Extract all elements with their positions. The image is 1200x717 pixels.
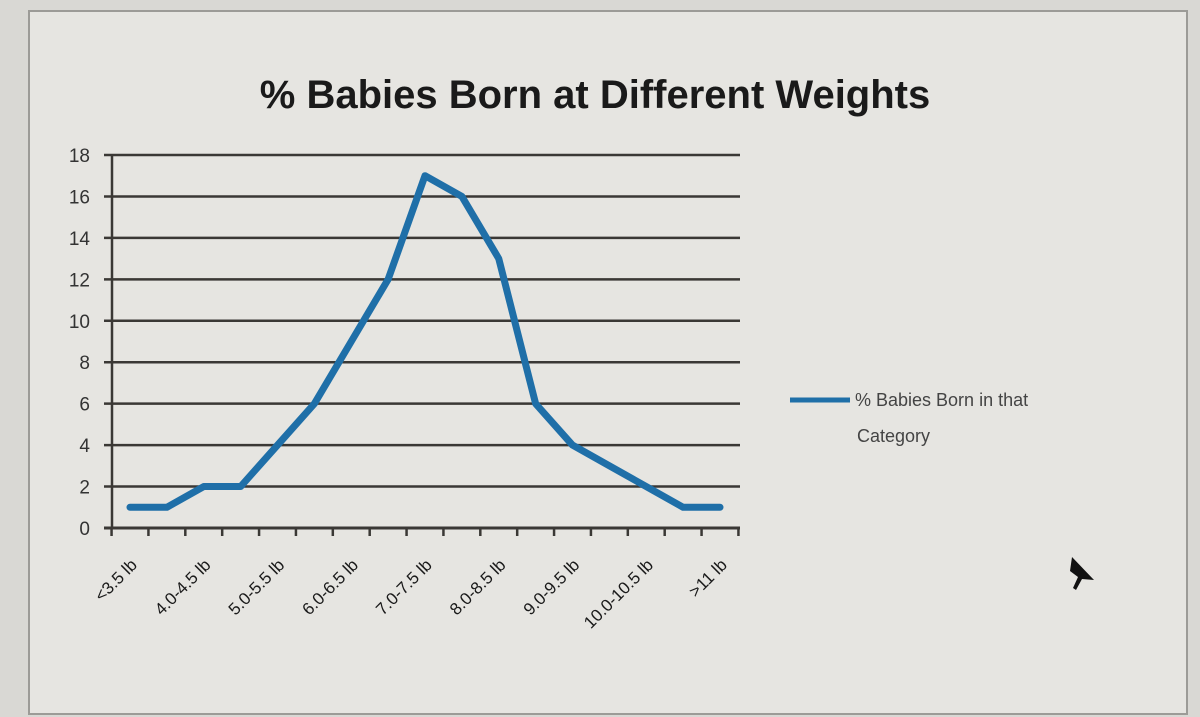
mouse-cursor-icon (1070, 557, 1094, 590)
x-tick-label: 7.0-7.5 lb (372, 555, 436, 619)
x-tick-label: <3.5 lb (91, 555, 141, 605)
x-tick-label: 4.0-4.5 lb (151, 555, 215, 619)
y-tick-label: 6 (79, 395, 90, 416)
x-tick-label: 10.0-10.5 lb (580, 555, 657, 632)
chart-title: % Babies Born at Different Weights (260, 73, 930, 117)
y-tick-label: 4 (79, 436, 90, 457)
y-tick-label: 14 (69, 229, 91, 250)
y-tick-label: 10 (69, 312, 90, 333)
x-tick-label: 9.0-9.5 lb (520, 555, 584, 619)
x-tick-label: 8.0-8.5 lb (446, 555, 510, 619)
x-tick-label: 5.0-5.5 lb (225, 555, 289, 619)
x-tick-label: 6.0-6.5 lb (299, 555, 363, 619)
series-line (126, 172, 724, 511)
x-tick-label: >11 lb (685, 555, 731, 601)
legend: % Babies Born in that Category (790, 390, 1028, 446)
legend-label-line1: % Babies Born in that (855, 390, 1028, 410)
y-tick-label: 18 (69, 146, 90, 167)
y-tick-label: 2 (79, 478, 90, 499)
legend-label-line2: Category (857, 426, 930, 446)
y-tick-label: 16 (69, 187, 90, 208)
y-tick-label: 0 (79, 519, 90, 540)
y-tick-label: 12 (69, 270, 90, 291)
y-tick-label: 8 (79, 353, 90, 374)
